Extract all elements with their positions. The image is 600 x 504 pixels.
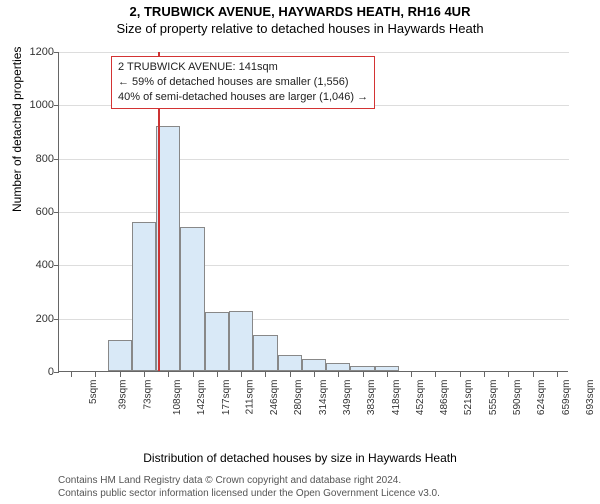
histogram-bar: [180, 227, 204, 371]
x-tick-label: 693sqm: [585, 380, 596, 416]
histogram-bar: [205, 312, 229, 371]
annotation-box: 2 TRUBWICK AVENUE: 141sqm← 59% of detach…: [111, 56, 375, 109]
x-tick-label: 211sqm: [244, 380, 255, 415]
histogram-bar: [326, 363, 350, 371]
y-tick-label: 200: [14, 313, 54, 325]
histogram-bar: [302, 359, 326, 371]
y-tick-label: 600: [14, 206, 54, 218]
y-tick-label: 800: [14, 153, 54, 165]
x-tick-label: 177sqm: [221, 380, 232, 416]
x-tick-label: 383sqm: [366, 380, 377, 416]
x-tick-label: 108sqm: [172, 380, 183, 416]
footer-attribution: Contains HM Land Registry data © Crown c…: [58, 474, 440, 500]
y-tick-label: 1200: [14, 46, 54, 58]
annotation-line: 2 TRUBWICK AVENUE: 141sqm: [118, 60, 368, 75]
footer-line2: Contains public sector information licen…: [58, 487, 440, 500]
y-axis-label: Number of detached properties: [10, 47, 24, 212]
x-tick-label: 142sqm: [196, 380, 207, 416]
x-tick-label: 39sqm: [118, 380, 129, 410]
histogram-bar: [278, 355, 302, 371]
x-tick-label: 659sqm: [561, 380, 572, 416]
x-tick-label: 521sqm: [464, 380, 475, 416]
x-tick-label: 590sqm: [512, 380, 523, 416]
histogram-bar: [375, 366, 399, 371]
plot-area: 0200400600800100012005sqm39sqm73sqm108sq…: [58, 52, 568, 372]
chart-area: 0200400600800100012005sqm39sqm73sqm108sq…: [58, 52, 568, 406]
histogram-bar: [132, 222, 156, 371]
x-tick-label: 452sqm: [415, 380, 426, 416]
x-tick-label: 349sqm: [342, 380, 353, 416]
x-tick-label: 5sqm: [88, 380, 99, 404]
x-tick-label: 486sqm: [439, 380, 450, 416]
histogram-bar: [229, 311, 253, 371]
annotation-line: ← 59% of detached houses are smaller (1,…: [118, 75, 368, 90]
y-tick-label: 400: [14, 259, 54, 271]
y-tick-label: 1000: [14, 99, 54, 111]
x-axis-label: Distribution of detached houses by size …: [0, 451, 600, 465]
y-tick-label: 0: [14, 366, 54, 378]
x-tick-label: 418sqm: [391, 380, 402, 416]
histogram-bar: [350, 366, 374, 371]
x-tick-label: 280sqm: [294, 380, 305, 416]
footer-line1: Contains HM Land Registry data © Crown c…: [58, 474, 440, 487]
chart-title-line1: 2, TRUBWICK AVENUE, HAYWARDS HEATH, RH16…: [0, 4, 600, 19]
x-tick-label: 555sqm: [488, 380, 499, 416]
x-tick-label: 314sqm: [318, 380, 329, 416]
histogram-bar: [108, 340, 132, 371]
histogram-bar: [253, 335, 277, 371]
annotation-line: 40% of semi-detached houses are larger (…: [118, 90, 368, 105]
chart-title-line2: Size of property relative to detached ho…: [0, 21, 600, 36]
x-tick-label: 624sqm: [536, 380, 547, 416]
x-tick-label: 73sqm: [142, 380, 153, 410]
x-tick-label: 246sqm: [269, 380, 280, 416]
